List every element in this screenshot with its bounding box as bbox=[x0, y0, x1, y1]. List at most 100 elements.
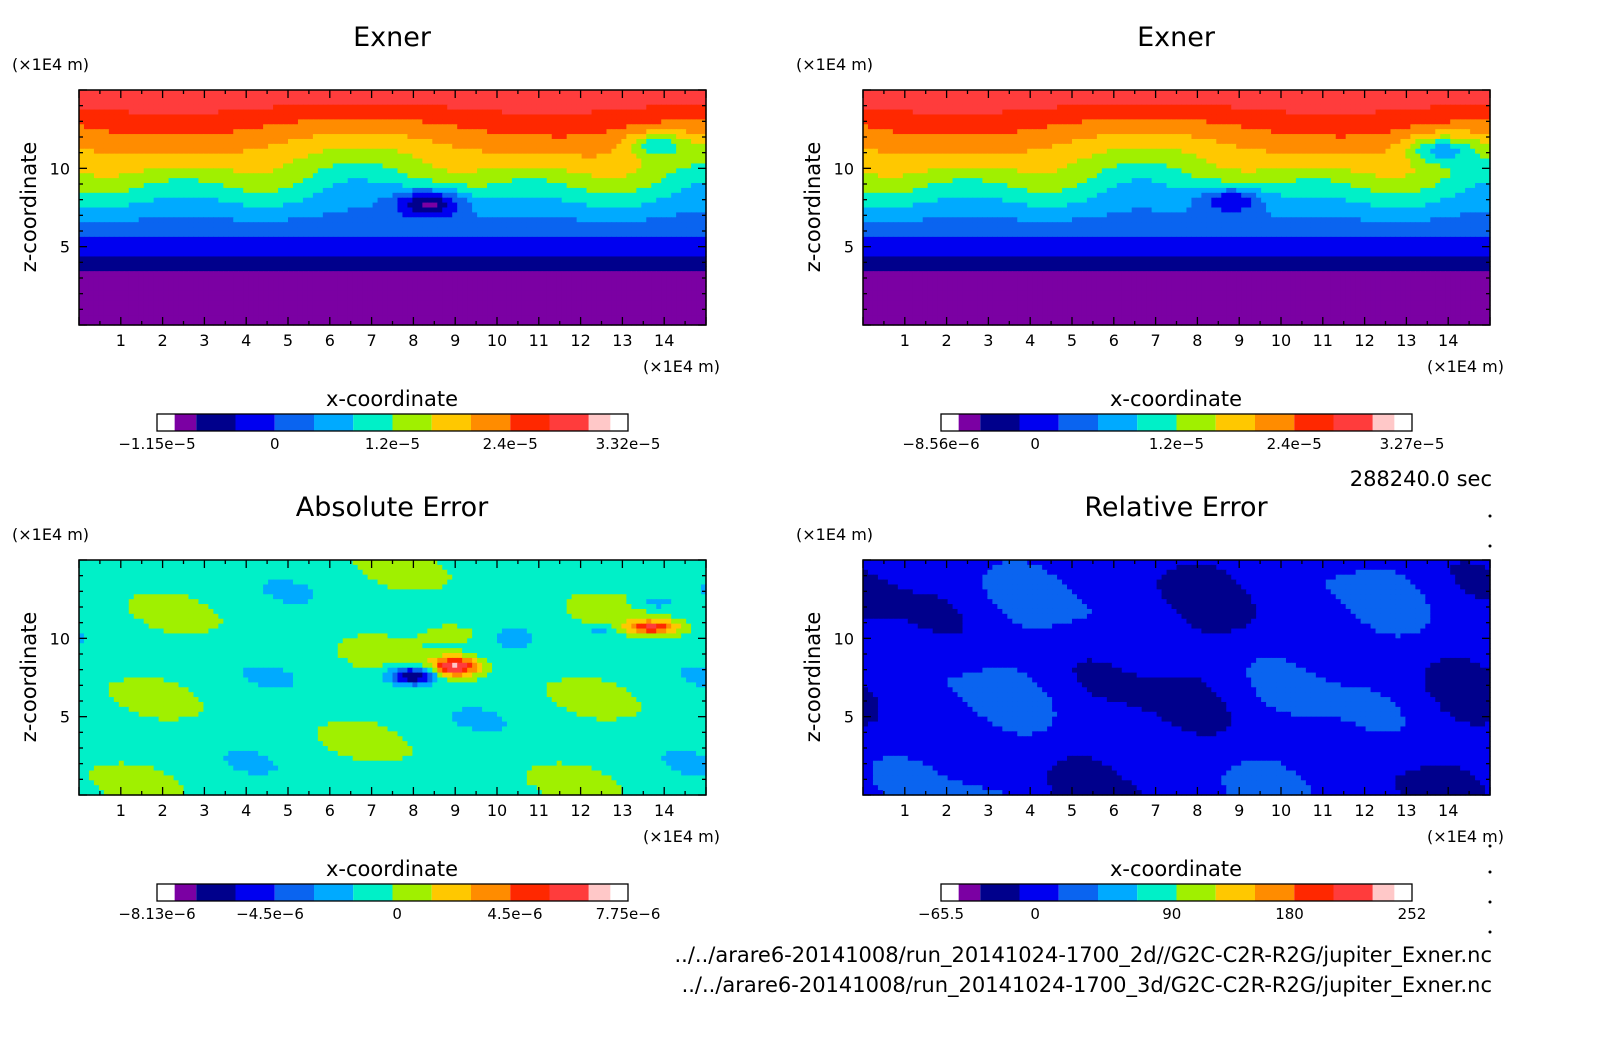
contour-cell bbox=[676, 247, 682, 253]
contour-cell bbox=[393, 154, 399, 160]
contour-cell bbox=[512, 261, 518, 267]
contour-cell bbox=[621, 100, 627, 106]
contour-cell bbox=[402, 124, 408, 129]
contour-cell bbox=[84, 247, 90, 253]
contour-cell bbox=[119, 212, 125, 218]
contour-cell bbox=[442, 159, 448, 165]
contour-cell bbox=[278, 154, 284, 160]
contour-cell bbox=[427, 129, 433, 135]
contour-cell bbox=[188, 276, 194, 282]
contour-cell bbox=[597, 114, 603, 120]
contour-cell bbox=[268, 144, 274, 150]
contour-cell bbox=[602, 198, 608, 204]
contour-cell bbox=[208, 271, 214, 277]
contour-cell bbox=[248, 110, 254, 116]
contour-cell bbox=[611, 256, 617, 262]
contour-cell bbox=[323, 119, 329, 125]
contour-cell bbox=[427, 114, 433, 120]
contour-cell bbox=[228, 271, 234, 277]
contour-cell bbox=[432, 100, 438, 106]
contour-cell bbox=[208, 100, 214, 106]
contour-cell bbox=[144, 159, 150, 165]
contour-cell bbox=[487, 198, 493, 204]
contour-cell bbox=[587, 163, 593, 169]
contour-cell bbox=[547, 198, 553, 204]
contour-cell bbox=[432, 232, 438, 238]
contour-cell bbox=[397, 188, 403, 194]
contour-cell bbox=[383, 242, 389, 248]
contour-cell bbox=[681, 134, 687, 140]
contour-cell bbox=[691, 163, 697, 169]
contour-cell bbox=[378, 159, 384, 165]
contour-cell bbox=[402, 271, 408, 277]
contour-cell bbox=[318, 149, 324, 155]
contour-cell bbox=[248, 242, 254, 248]
contour-cell bbox=[318, 276, 324, 282]
contour-cell bbox=[447, 193, 453, 199]
contour-cell bbox=[611, 217, 617, 223]
contour-cell bbox=[363, 193, 369, 199]
contour-cell bbox=[303, 163, 309, 169]
contour-cell bbox=[338, 203, 344, 209]
contour-cell bbox=[124, 90, 130, 96]
contour-cell bbox=[323, 247, 329, 253]
contour-cell bbox=[159, 247, 165, 253]
contour-cell bbox=[164, 276, 170, 282]
contour-cell bbox=[119, 193, 125, 199]
contour-cell bbox=[323, 124, 329, 129]
contour-cell bbox=[537, 261, 543, 267]
contour-cell bbox=[154, 95, 160, 101]
contour-cell bbox=[363, 261, 369, 267]
contour-cell bbox=[606, 227, 612, 233]
contour-cell bbox=[263, 193, 269, 199]
contour-cell bbox=[368, 208, 374, 214]
contour-cell bbox=[671, 110, 677, 116]
contour-cell bbox=[378, 124, 384, 129]
contour-cell bbox=[159, 242, 165, 248]
contour-cell bbox=[248, 276, 254, 282]
contour-cell bbox=[318, 266, 324, 272]
contour-cell bbox=[477, 124, 483, 129]
contour-cell bbox=[283, 266, 289, 272]
contour-cell bbox=[338, 276, 344, 282]
contour-cell bbox=[606, 247, 612, 253]
contour-cell bbox=[358, 203, 364, 209]
contour-cell bbox=[358, 119, 364, 125]
contour-cell bbox=[184, 129, 190, 135]
contour-cell bbox=[432, 149, 438, 155]
contour-cell bbox=[139, 129, 145, 135]
contour-cell bbox=[676, 208, 682, 214]
contour-cell bbox=[467, 124, 473, 129]
contour-cell bbox=[602, 247, 608, 253]
contour-cell bbox=[467, 198, 473, 204]
contour-cell bbox=[198, 222, 204, 228]
contour-cell bbox=[388, 163, 394, 169]
contour-cell bbox=[119, 168, 125, 174]
contour-cell bbox=[358, 95, 364, 101]
contour-cell bbox=[422, 183, 428, 189]
contour-cell bbox=[233, 139, 239, 145]
contour-cell bbox=[383, 208, 389, 214]
contour-cell bbox=[213, 90, 219, 96]
contour-cell bbox=[298, 242, 304, 248]
contour-cell bbox=[616, 168, 622, 174]
contour-cell bbox=[602, 124, 608, 129]
contour-cell bbox=[397, 212, 403, 218]
contour-cell bbox=[572, 198, 578, 204]
contour-cell bbox=[129, 242, 135, 248]
contour-cell bbox=[159, 183, 165, 189]
contour-cell bbox=[497, 129, 503, 135]
contour-cell bbox=[437, 183, 443, 189]
contour-cell bbox=[293, 159, 299, 165]
contour-cell bbox=[512, 149, 518, 155]
contour-cell bbox=[537, 256, 543, 262]
contour-cell bbox=[129, 276, 135, 282]
contour-cell bbox=[552, 271, 558, 277]
contour-cell bbox=[273, 124, 279, 129]
contour-cell bbox=[99, 261, 105, 267]
contour-cell bbox=[402, 247, 408, 253]
contour-cell bbox=[412, 183, 418, 189]
contour-cell bbox=[537, 242, 543, 248]
contour-cell bbox=[134, 247, 140, 253]
contour-cell bbox=[144, 217, 150, 223]
